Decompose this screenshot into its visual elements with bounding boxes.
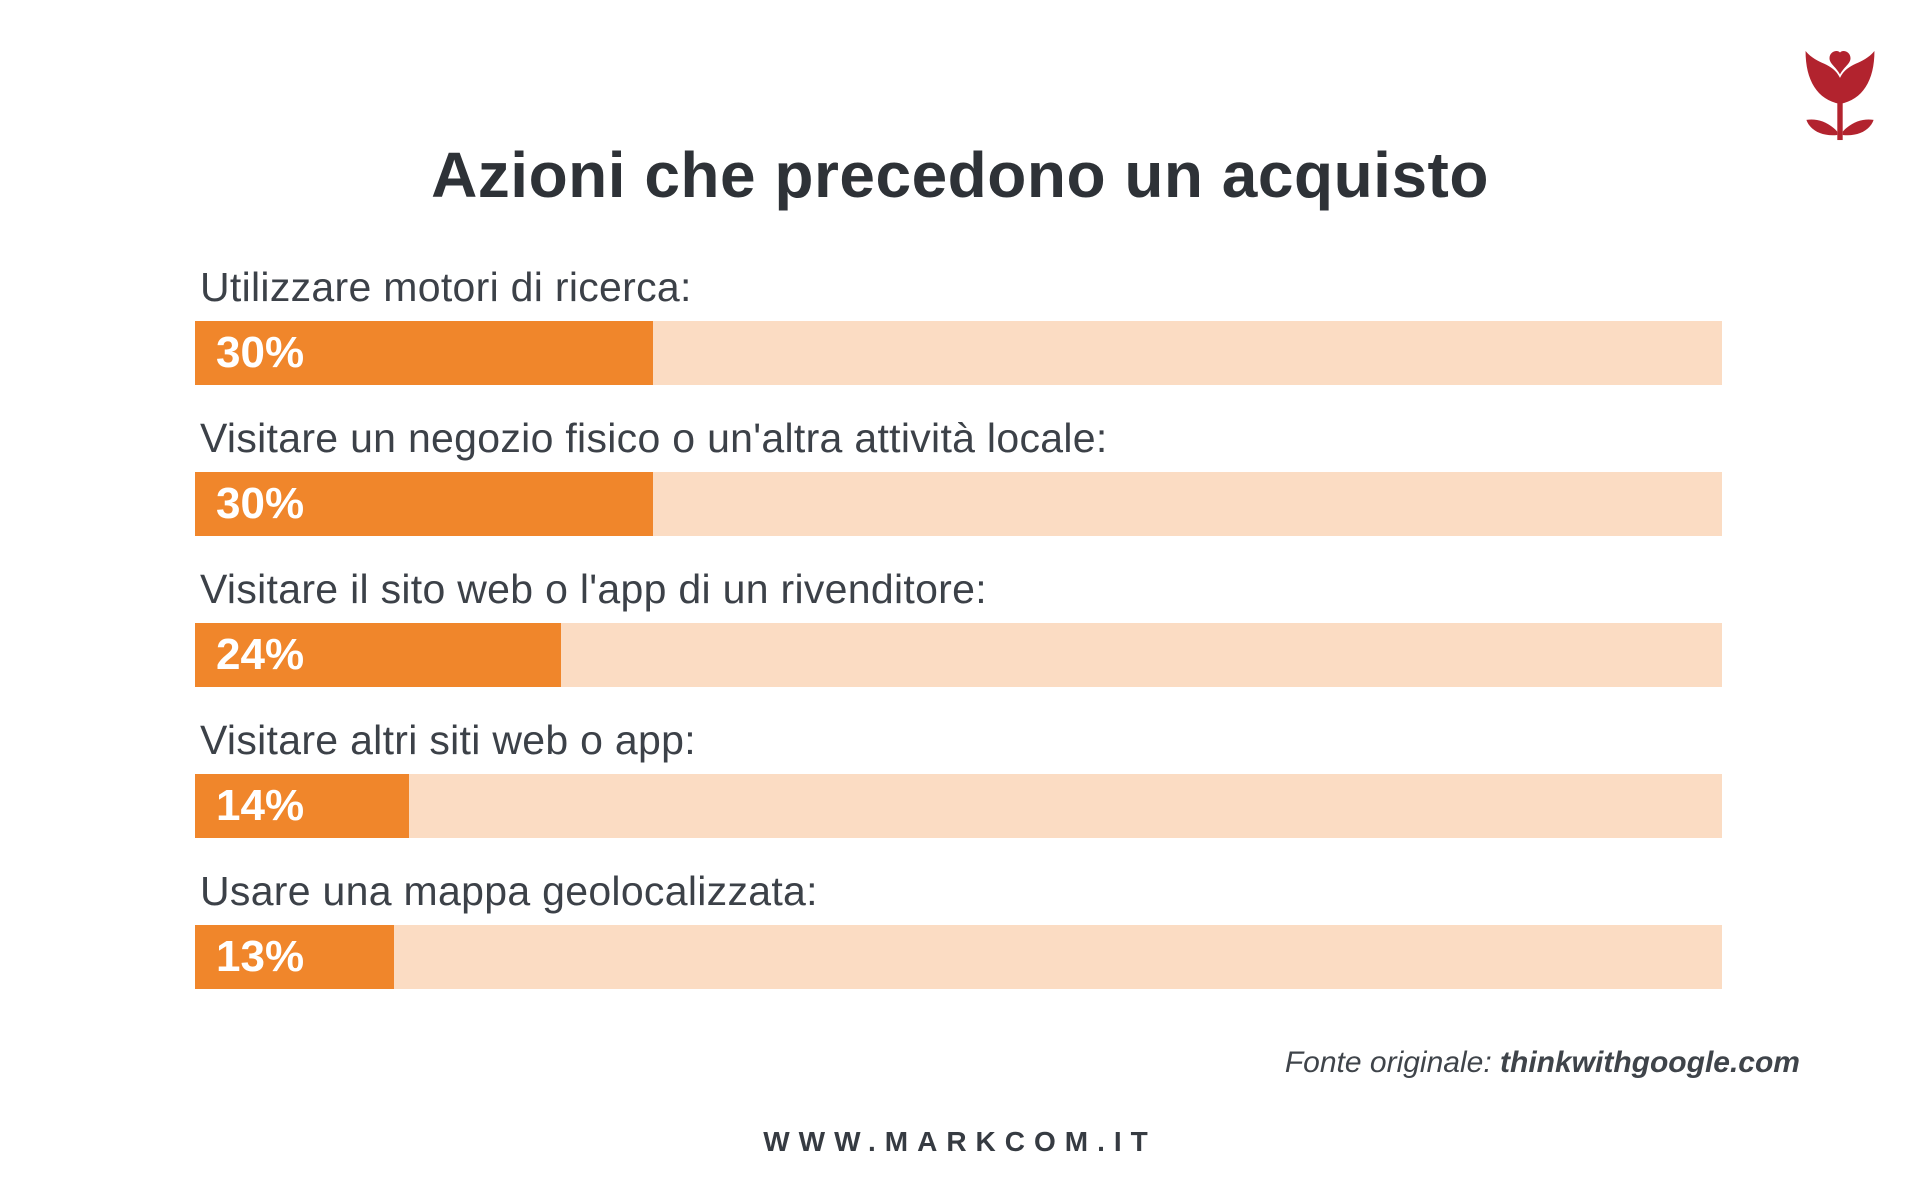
bar-category-label: Visitare il sito web o l'app di un riven…	[200, 566, 987, 612]
page-title: Azioni che precedono un acquisto	[431, 139, 1489, 211]
tulip-leaf-left	[1806, 119, 1838, 136]
bar-value-label: 24%	[216, 630, 305, 679]
source-attribution: Fonte originale: thinkwithgoogle.com	[1285, 1046, 1800, 1080]
bar-value-label: 30%	[216, 479, 305, 528]
bar-row: Utilizzare motori di ricerca: 30%	[195, 261, 1722, 385]
source-name: thinkwithgoogle.com	[1500, 1046, 1800, 1079]
bar-chart: Utilizzare motori di ricerca: 30% Visita…	[195, 261, 1722, 1016]
bar-value-label: 30%	[216, 328, 305, 377]
bar-fill: 30%	[195, 321, 654, 385]
bar-fill: 14%	[195, 774, 409, 838]
bar-row: Visitare un negozio fisico o un'altra at…	[195, 412, 1722, 536]
markcom-tulip-logo	[1805, 51, 1875, 141]
bar-value-label: 13%	[216, 932, 305, 981]
bar-category-label: Usare una mappa geolocalizzata:	[200, 868, 818, 914]
bar-track: 24%	[195, 623, 1722, 687]
bar-category-label: Visitare un negozio fisico o un'altra at…	[200, 415, 1108, 461]
heart-icon	[1829, 51, 1851, 75]
source-prefix: Fonte originale:	[1284, 1046, 1500, 1079]
bar-row: Visitare altri siti web o app: 14%	[195, 714, 1722, 838]
bar-row: Visitare il sito web o l'app di un riven…	[195, 563, 1722, 687]
bar-track: 13%	[195, 925, 1722, 989]
bar-fill: 24%	[195, 623, 562, 687]
tulip-bloom	[1805, 51, 1875, 104]
bar-fill: 30%	[195, 472, 654, 536]
tulip-stem	[1837, 101, 1843, 141]
bar-track: 30%	[195, 472, 1722, 536]
bar-row: Usare una mappa geolocalizzata: 13%	[195, 865, 1722, 989]
bar-track: 14%	[195, 774, 1722, 838]
bar-fill: 13%	[195, 925, 394, 989]
website-url: WWW.MARKCOM.IT	[763, 1126, 1157, 1157]
bar-value-label: 14%	[216, 781, 305, 830]
tulip-leaf-right	[1842, 119, 1874, 136]
bar-category-label: Visitare altri siti web o app:	[200, 717, 696, 763]
bar-track: 30%	[195, 321, 1722, 385]
bar-category-label: Utilizzare motori di ricerca:	[200, 264, 692, 310]
